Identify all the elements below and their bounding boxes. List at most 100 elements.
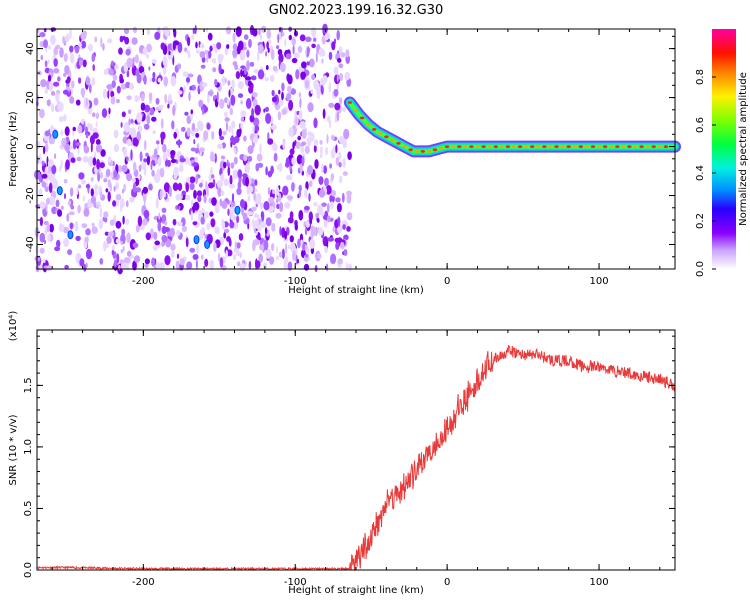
track-peak — [572, 145, 577, 149]
noise-speckle — [107, 90, 110, 99]
noise-speckle — [170, 76, 177, 87]
noise-speckle — [90, 142, 93, 153]
noise-speckle — [330, 253, 337, 265]
noise-speckle — [216, 143, 223, 149]
noise-speckle — [78, 77, 82, 84]
spectrogram-y-label: Frequency (Hz) — [8, 111, 19, 187]
noise-speckle — [155, 262, 160, 270]
noise-speckle — [276, 198, 279, 204]
noise-speckle — [301, 61, 307, 69]
noise-speckle — [120, 241, 123, 245]
noise-speckle — [277, 111, 282, 121]
noise-speckle — [138, 66, 145, 74]
noise-speckle — [64, 65, 70, 75]
noise-speckle — [123, 183, 126, 192]
noise-speckle — [224, 117, 230, 122]
noise-speckle — [53, 68, 60, 74]
noise-speckle — [337, 216, 341, 227]
noise-speckle — [243, 34, 249, 40]
noise-speckle — [219, 135, 225, 141]
spectrogram-x-ticks: -200 -100 0 100 — [51, 29, 661, 287]
noise-speckle — [195, 259, 198, 269]
noise-speckle — [333, 88, 339, 97]
noise-speckle — [287, 244, 291, 250]
noise-speckle — [85, 133, 89, 139]
noise-speckle — [338, 152, 342, 160]
noise-speckle — [305, 253, 309, 258]
noise-speckle — [255, 163, 260, 172]
noise-speckle — [265, 248, 272, 259]
noise-speckle — [95, 112, 100, 120]
noise-speckle — [279, 62, 286, 73]
noise-speckle — [69, 28, 72, 39]
noise-speckle — [80, 31, 87, 41]
noise-speckle — [330, 149, 336, 159]
noise-speckle — [249, 114, 255, 123]
noise-speckle — [298, 210, 304, 221]
noise-speckle — [100, 191, 103, 199]
noise-speckle — [235, 248, 238, 257]
noise-speckle — [92, 52, 95, 60]
noise-speckle — [116, 85, 121, 94]
noise-speckle — [110, 90, 115, 98]
noise-speckle — [335, 156, 340, 166]
noise-speckle — [224, 111, 228, 118]
noise-speckle — [70, 205, 75, 210]
noise-speckle — [315, 212, 320, 219]
noise-speckle — [76, 187, 79, 195]
noise-speckle — [170, 158, 177, 164]
noise-speckle — [239, 50, 246, 61]
noise-speckle — [311, 74, 316, 81]
noise-speckle — [347, 151, 352, 161]
noise-speckle — [146, 54, 150, 59]
noise-speckle — [160, 42, 166, 50]
noise-speckle — [304, 227, 308, 236]
noise-speckle — [345, 49, 350, 58]
noise-speckle — [118, 47, 123, 55]
noise-speckle — [49, 223, 54, 233]
y-tick-label: 0.0 — [23, 562, 34, 578]
noise-speckle — [126, 95, 132, 100]
noise-speckle — [176, 253, 180, 259]
noise-speckle — [110, 171, 114, 179]
noise-speckle — [247, 80, 252, 87]
noise-speckle — [162, 143, 167, 153]
noise-speckle — [163, 191, 166, 198]
noise-speckle — [102, 216, 106, 222]
noise-bright-spot — [67, 230, 74, 240]
noise-speckle — [209, 211, 214, 217]
noise-speckle — [157, 156, 162, 167]
noise-speckle — [82, 156, 89, 163]
noise-speckle — [337, 57, 342, 63]
noise-speckle — [164, 255, 171, 266]
noise-speckle — [307, 102, 314, 113]
noise-speckle — [346, 192, 352, 204]
noise-speckle — [144, 263, 149, 268]
noise-speckle — [69, 187, 74, 197]
noise-speckle — [185, 181, 189, 193]
noise-speckle — [102, 88, 107, 99]
noise-speckle — [207, 50, 212, 59]
noise-speckle — [125, 48, 131, 56]
noise-speckle — [154, 173, 161, 183]
noise-speckle — [207, 90, 214, 96]
noise-speckle — [157, 145, 160, 150]
noise-speckle — [211, 197, 217, 206]
noise-speckle — [313, 202, 318, 207]
noise-speckle — [146, 155, 151, 166]
noise-speckle — [59, 47, 64, 58]
noise-speckle — [263, 201, 270, 211]
noise-speckle — [247, 195, 251, 202]
track-peak — [481, 145, 486, 149]
track-peak — [566, 145, 571, 149]
noise-speckle — [90, 188, 95, 197]
noise-speckle — [233, 156, 238, 165]
noise-speckle — [70, 222, 73, 230]
noise-speckle — [122, 215, 125, 225]
noise-speckle — [254, 219, 260, 229]
track-peak — [548, 145, 553, 149]
noise-speckle — [211, 43, 216, 49]
noise-speckle — [116, 99, 120, 104]
noise-speckle — [243, 135, 247, 142]
noise-speckle — [48, 196, 55, 206]
